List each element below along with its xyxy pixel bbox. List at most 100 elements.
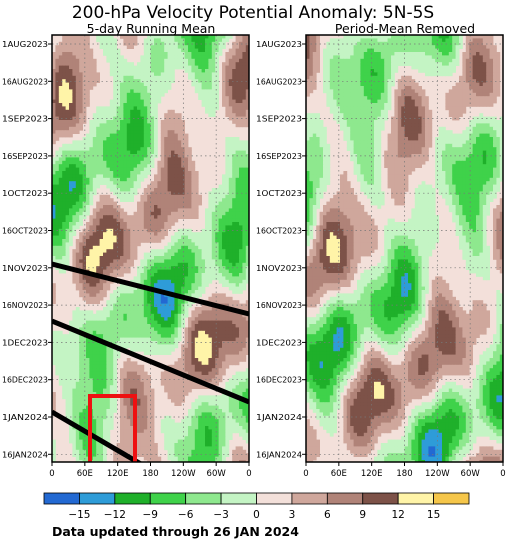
heatmap-cell [52,160,56,165]
heatmap-cell [75,62,80,66]
heatmap-cell [143,388,148,393]
heatmap-cell [228,72,233,77]
heatmap-cell [99,137,104,141]
heatmap-cell [157,62,162,66]
heatmap-cell [72,215,77,219]
heatmap-cell [160,69,165,73]
heatmap-cell [205,99,209,104]
heatmap-cell [239,381,243,386]
heatmap-cell [79,55,83,60]
heatmap-cell [99,218,104,223]
heatmap-cell [208,245,213,250]
heatmap-cell [79,378,83,383]
heatmap-cell [62,52,66,56]
heatmap-cell [181,160,185,165]
heatmap-cell [72,310,77,315]
heatmap-cell [205,262,209,267]
heatmap-cell [208,269,213,274]
heatmap-cell [188,358,192,362]
heatmap-cell [120,290,124,294]
heatmap-cell [154,174,158,179]
heatmap-cell [106,167,111,172]
heatmap-cell [82,395,87,400]
heatmap-cell [239,201,243,206]
heatmap-cell [72,126,77,131]
heatmap-cell [150,300,155,304]
heatmap-cell [72,341,77,345]
heatmap-cell [106,225,111,230]
heatmap-cell [239,92,243,97]
heatmap-cell [215,48,219,53]
heatmap-cell [89,290,94,294]
heatmap-cell [225,235,230,240]
heatmap-cell [150,313,155,318]
heatmap-cell [218,201,223,206]
heatmap-cell [174,188,179,192]
heatmap-cell [103,133,107,138]
heatmap-cell [154,276,158,281]
heatmap-cell [140,303,145,308]
heatmap-cell [55,361,60,366]
heatmap-cell [164,300,168,304]
heatmap-cell [188,381,192,386]
heatmap-cell [65,351,70,355]
heatmap-cell [79,334,83,338]
heatmap-cell [58,188,63,192]
heatmap-cell [225,225,230,230]
heatmap-cell [140,96,145,100]
heatmap-cell [147,327,151,332]
heatmap-cell [116,150,121,155]
heatmap-cell [222,249,226,253]
heatmap-cell [239,249,243,253]
heatmap-cell [174,337,179,342]
heatmap-cell [106,269,111,274]
heatmap-cell [188,69,192,73]
heatmap-cell [62,208,66,213]
heatmap-cell [130,341,134,345]
heatmap-cell [133,116,138,121]
heatmap-cell [58,150,63,155]
heatmap-cell [150,293,155,298]
heatmap-cell [103,320,107,325]
heatmap-cell [215,313,219,318]
heatmap-cell [69,344,73,349]
heatmap-cell [143,157,148,162]
heatmap-cell [130,109,134,114]
heatmap-cell [208,45,213,49]
heatmap-cell [55,222,60,226]
heatmap-cell [171,303,175,308]
heatmap-cell [116,218,121,223]
heatmap-cell [222,62,226,66]
heatmap-cell [147,239,151,243]
heatmap-cell [164,269,168,274]
heatmap-cell [82,215,87,219]
heatmap-cell [164,79,168,83]
heatmap-cell [116,116,121,121]
heatmap-cell [79,103,83,107]
heatmap-cell [205,266,209,270]
heatmap-cell [79,72,83,77]
heatmap-cell [242,354,247,359]
heatmap-cell [147,283,151,287]
heatmap-cell [184,252,189,257]
heatmap-cell [72,228,77,233]
heatmap-cell [79,375,83,379]
heatmap-cell [113,120,117,124]
heatmap-cell [222,86,226,90]
heatmap-cell [208,341,213,345]
heatmap-cell [55,371,60,376]
heatmap-cell [55,52,60,56]
heatmap-cell [116,164,121,168]
heatmap-cell [245,65,249,70]
heatmap-cell [109,313,114,318]
heatmap-cell [242,92,247,97]
heatmap-cell [106,317,111,321]
heatmap-cell [222,354,226,359]
heatmap-cell [65,133,70,138]
heatmap-cell [116,191,121,196]
heatmap-cell [140,273,145,277]
heatmap-cell [106,106,111,111]
heatmap-cell [137,123,141,128]
heatmap-cell [143,208,148,213]
heatmap-cell [123,218,128,223]
